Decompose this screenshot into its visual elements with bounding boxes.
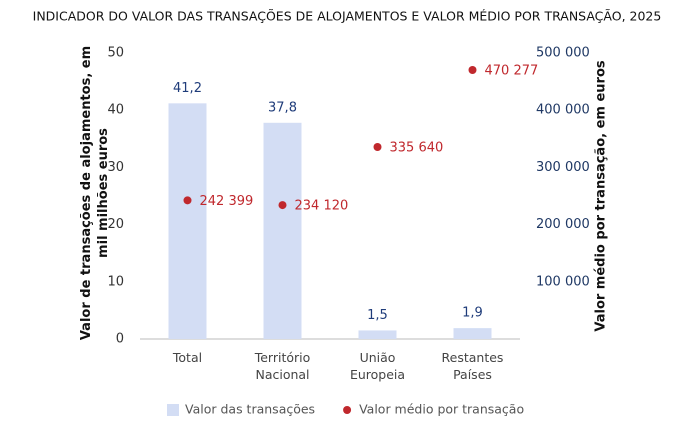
y-tick-label: 0 [116,332,124,347]
value-label: 470 277 [485,64,539,79]
y2-tick-label: 100 000 [536,274,590,289]
bar [358,330,397,339]
value-label: 242 399 [200,194,254,209]
x-tick-label: Restantes Países [441,350,504,382]
y-tick-label: 50 [107,46,124,61]
y2-tick-label: 500 000 [536,46,590,61]
x-tick-label: Total [172,350,203,365]
point [183,196,192,205]
legend-label: Valor das transações [185,402,315,417]
value-label: 37,8 [268,100,297,115]
value-label: 335 640 [390,141,444,156]
chart-title: INDICADOR DO VALOR DAS TRANSAÇÕES DE ALO… [33,9,662,24]
point [373,143,382,152]
value-label: 234 120 [295,199,349,214]
legend-label: Valor médio por transação [359,402,524,417]
legend-swatch [343,406,352,414]
y2-axis-title: Valor médio por transação, em euros [594,60,609,332]
y2-tick-label: 400 000 [536,103,590,118]
y-tick-label: 10 [107,274,124,289]
bar [263,122,302,339]
y-tick-label: 40 [107,103,124,118]
y2-tick-label: 200 000 [536,217,590,232]
y-tick-label: 20 [107,217,124,232]
value-label: 41,2 [173,81,202,96]
legend-swatch [167,404,179,416]
x-tick-label: Território Nacional [254,350,311,382]
point [278,201,287,210]
y2-tick-label: 300 000 [536,160,590,175]
y-axis-title: Valor de transações de alojamentos, em m… [79,45,111,341]
bar [168,103,207,339]
y-tick-label: 30 [107,160,124,175]
value-label: 1,5 [367,308,388,323]
value-label: 1,9 [462,306,483,321]
x-tick-label: União Europeia [349,350,406,382]
point [468,66,477,75]
bar [453,328,492,339]
